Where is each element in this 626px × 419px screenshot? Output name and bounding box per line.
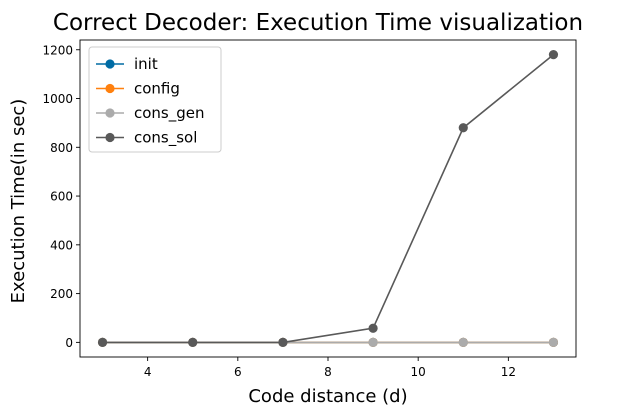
y-tick-label: 1000 [42, 92, 73, 106]
y-tick-label: 1200 [42, 43, 73, 57]
y-tick-label: 0 [65, 336, 73, 350]
legend-label: cons_gen [134, 104, 205, 123]
legend-marker [105, 59, 115, 69]
data-point-cons-sol [368, 323, 378, 333]
x-tick-label: 4 [144, 365, 152, 379]
legend-marker [105, 132, 115, 143]
y-axis-label: Execution Time(in sec) [8, 99, 29, 304]
legend-marker [105, 83, 115, 94]
data-point-cons-sol [97, 337, 108, 347]
data-point-cons-gen [548, 337, 559, 347]
data-point-cons-sol [458, 123, 468, 133]
chart-title: Correct Decoder: Execution Time visualiz… [53, 10, 583, 36]
legend-box [88, 46, 222, 153]
y-tick-label: 800 [50, 141, 73, 155]
data-point-cons-sol [278, 337, 288, 347]
x-tick-label: 12 [501, 365, 516, 379]
y-tick-label: 600 [50, 190, 73, 204]
legend-label: config [134, 80, 180, 98]
data-point-cons-gen [458, 337, 468, 347]
legend-label: init [134, 55, 158, 73]
legend-marker [105, 108, 115, 118]
x-axis-label: Code distance (d) [248, 386, 407, 407]
x-tick-label: 10 [411, 365, 426, 379]
data-point-cons-gen [368, 337, 378, 347]
x-tick-label: 6 [234, 365, 242, 379]
y-tick-label: 200 [50, 287, 73, 301]
data-point-cons-sol [188, 337, 198, 347]
series-line-cons-sol [102, 53, 555, 344]
legend-label: cons_sol [134, 129, 197, 148]
legend: init config cons_gen cons_sol [88, 46, 222, 153]
data-point-cons-sol [548, 50, 559, 60]
x-tick-label: 8 [324, 365, 332, 379]
y-tick-label: 400 [50, 238, 73, 252]
